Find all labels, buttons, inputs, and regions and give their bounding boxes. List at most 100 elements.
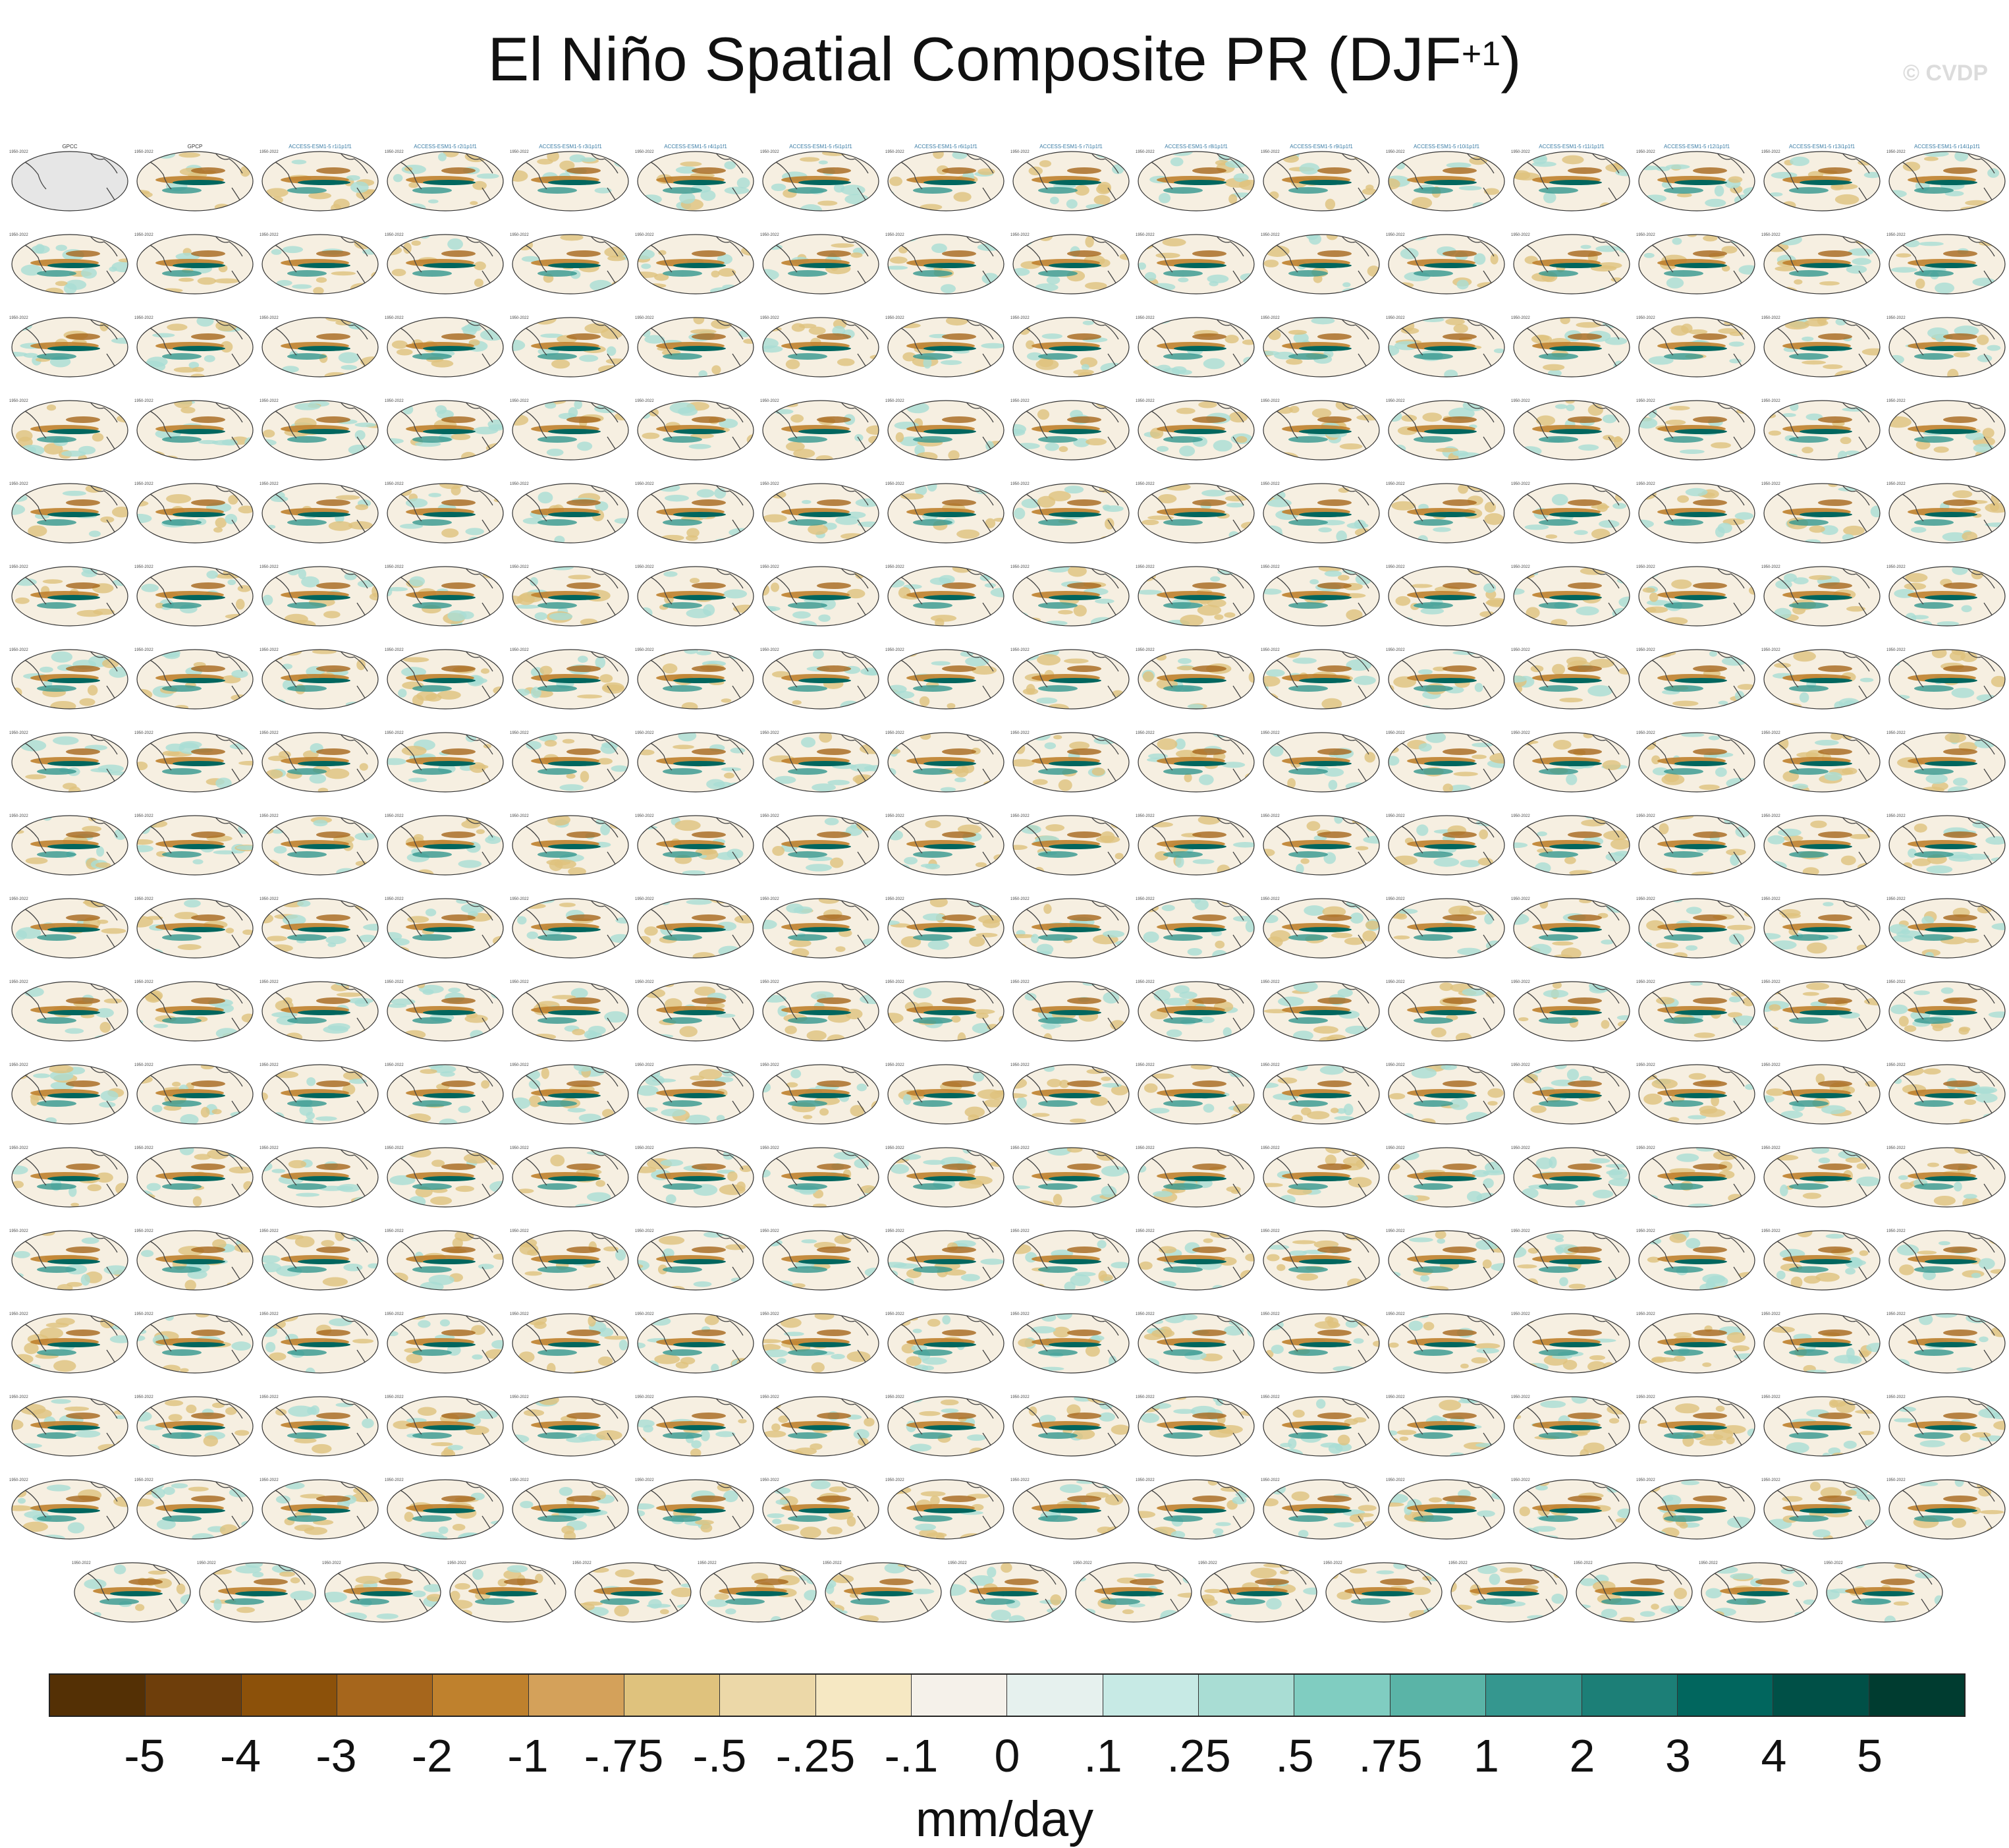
map-panel: 1950-2022: [1136, 648, 1260, 709]
svg-text:1950-2022: 1950-2022: [1886, 399, 1906, 403]
map-panel: 1950-2022: [1198, 1561, 1323, 1622]
map-panel: 1950-2022: [1130, 1478, 1263, 1539]
map-panel: 1950-2022: [383, 895, 511, 958]
map-panel: 1950-2022: [134, 316, 253, 379]
colorbar-tick-label: .1: [1084, 1729, 1122, 1782]
svg-text:1950-2022: 1950-2022: [635, 1063, 654, 1067]
map-panel: 1950-2022: [1699, 1561, 1817, 1622]
svg-text:1950-2022: 1950-2022: [1386, 731, 1405, 735]
svg-text:1950-2022: 1950-2022: [1761, 980, 1780, 984]
map-panel: 1950-2022: [1010, 565, 1129, 627]
svg-text:1950-2022: 1950-2022: [134, 482, 153, 486]
map-panel: 1950-2022: [1511, 1061, 1630, 1124]
svg-text:1950-2022: 1950-2022: [1136, 150, 1155, 154]
svg-text:1950-2022: 1950-2022: [385, 316, 404, 320]
svg-text:1950-2022: 1950-2022: [760, 565, 779, 569]
map-panel: 1950-2022: [259, 812, 378, 877]
map-panel: 1950-2022: [879, 897, 1004, 958]
svg-text:1950-2022: 1950-2022: [1261, 399, 1280, 403]
svg-text:1950-2022: 1950-2022: [1386, 648, 1405, 652]
map-panel: 1950-2022: [1504, 812, 1632, 876]
svg-text:1950-2022: 1950-2022: [9, 482, 28, 486]
map-panel: 1950-2022: [1886, 1144, 2005, 1209]
svg-text:1950-2022: 1950-2022: [885, 233, 904, 237]
svg-text:1950-2022: 1950-2022: [1511, 316, 1530, 320]
map-panel: 1950-2022: [1261, 980, 1379, 1044]
colorbar-swatch: [337, 1675, 433, 1716]
map-panel: 1950-2022: [1132, 565, 1254, 627]
map-panel: 1950-2022: [130, 1474, 257, 1542]
svg-text:1950-2022: 1950-2022: [885, 565, 904, 569]
map-panel: 1950-2022: [130, 979, 260, 1041]
svg-text:1950-2022: 1950-2022: [1261, 316, 1280, 320]
map-panel: 1950-2022: [1886, 1395, 2009, 1460]
map-panel: 1950-2022: [6, 1478, 139, 1542]
svg-text:1950-2022: 1950-2022: [1136, 731, 1155, 735]
colorbar-swatch: [1199, 1675, 1294, 1716]
map-panel: 1950-2022: [260, 1392, 383, 1457]
svg-text:1950-2022: 1950-2022: [260, 316, 279, 320]
map-panel: 1950-2022: [253, 1146, 383, 1208]
map-panel: 1950-2022: [1511, 731, 1636, 793]
map-panel: 1950-2022: [1261, 731, 1381, 797]
map-panel: 1950-2022: [630, 1395, 754, 1461]
svg-text:GPCP: GPCP: [188, 144, 203, 150]
svg-text:ACCESS-ESM1-5 r11i1p1f1: ACCESS-ESM1-5 r11i1p1f1: [1539, 144, 1605, 150]
map-panel: 1950-2022: [1386, 231, 1504, 294]
svg-text:1950-2022: 1950-2022: [1636, 482, 1655, 486]
map-panel: 1950-2022: [0, 482, 131, 545]
svg-text:1950-2022: 1950-2022: [1886, 1063, 1906, 1067]
svg-text:1950-2022: 1950-2022: [1636, 399, 1655, 403]
colorbar-tick-label: -2: [412, 1729, 453, 1782]
colorbar-tick-label: -.5: [693, 1729, 747, 1782]
svg-text:1950-2022: 1950-2022: [1010, 233, 1030, 237]
svg-text:1950-2022: 1950-2022: [385, 814, 404, 818]
map-panel: 1950-2022: [1511, 399, 1630, 460]
map-panel: 1950-2022: [1070, 1561, 1202, 1622]
svg-text:1950-2022: 1950-2022: [1886, 1146, 1906, 1150]
map-panel: 1950-2022: [1009, 897, 1140, 958]
map-panel: 1950-2022: [1386, 1391, 1504, 1459]
map-panel: 1950-2022: [1136, 980, 1254, 1041]
map-panel: 1950-2022: [258, 1063, 378, 1127]
map-panel: 1950-2022: [1634, 1145, 1755, 1210]
svg-text:1950-2022: 1950-2022: [1636, 731, 1655, 735]
svg-text:1950-2022: 1950-2022: [1636, 233, 1655, 237]
svg-text:1950-2022: 1950-2022: [9, 399, 28, 403]
svg-text:1950-2022: 1950-2022: [134, 1146, 153, 1150]
map-panel: 1950-2022: [381, 399, 512, 462]
map-panel: 1950-2022: [1636, 1063, 1755, 1124]
svg-text:1950-2022: 1950-2022: [760, 980, 779, 984]
svg-text:1950-2022: 1950-2022: [260, 1063, 279, 1067]
map-panel: 1950-2022: [1630, 565, 1760, 626]
map-panel: 1950-2022: [1879, 646, 2007, 709]
map-panel: 1950-2022: [1261, 563, 1379, 626]
map-panel: 1950-2022: [1005, 1144, 1134, 1210]
svg-text:1950-2022: 1950-2022: [635, 980, 654, 984]
map-panel: 1950-2022: [1636, 814, 1755, 880]
svg-text:1950-2022: 1950-2022: [1010, 150, 1030, 154]
svg-text:1950-2022: 1950-2022: [1761, 233, 1780, 237]
map-panel: 1950-2022: [1379, 1476, 1509, 1541]
svg-text:1950-2022: 1950-2022: [1010, 731, 1030, 735]
map-panel: 1950-2022: [1632, 976, 1757, 1041]
map-panel: 1950-2022: [9, 563, 133, 626]
map-panel: 1950-2022: [1010, 316, 1129, 381]
svg-text:1950-2022: 1950-2022: [635, 731, 654, 735]
svg-text:1950-2022: 1950-2022: [1386, 1063, 1405, 1067]
panel-grid: GPCC 1950-2022 GPCP 1950-2022 ACCESS-ESM1-5 …: [0, 0, 2009, 1647]
svg-text:1950-2022: 1950-2022: [1136, 233, 1155, 237]
svg-text:1950-2022: 1950-2022: [635, 814, 654, 818]
svg-text:1950-2022: 1950-2022: [885, 897, 904, 901]
map-panel: 1950-2022: [884, 814, 1008, 878]
svg-text:1950-2022: 1950-2022: [885, 1063, 904, 1067]
svg-text:GPCC: GPCC: [62, 144, 77, 150]
colorbar-swatch: [720, 1675, 815, 1716]
map-panel: 1950-2022: [1259, 1312, 1384, 1373]
svg-text:1950-2022: 1950-2022: [1136, 897, 1155, 901]
svg-text:1950-2022: 1950-2022: [1511, 399, 1530, 403]
map-panel: 1950-2022: [9, 731, 133, 797]
